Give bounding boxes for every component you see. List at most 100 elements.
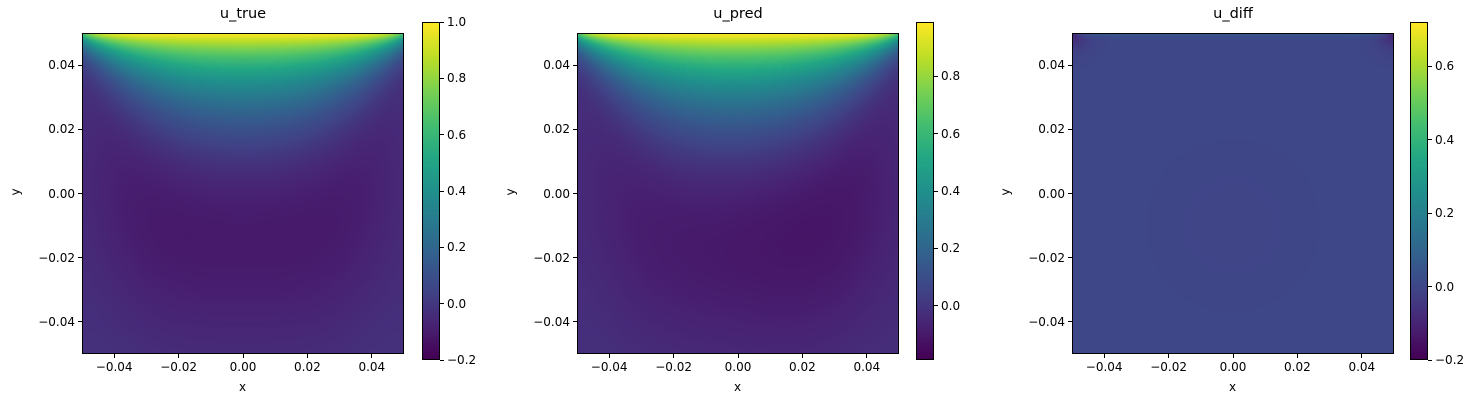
colorbar-tick-label: 0.2 xyxy=(447,240,467,255)
y-tick-mark xyxy=(1068,257,1072,259)
x-tick-label: 0.02 xyxy=(1284,360,1311,374)
y-tick-mark xyxy=(1068,193,1072,194)
heatmap-plot xyxy=(82,33,404,354)
chart-title: u_true xyxy=(219,6,267,22)
x-tick-label: −0.04 xyxy=(95,360,133,374)
x-axis-label: x xyxy=(1229,380,1237,394)
x-tick-mark xyxy=(1103,354,1105,358)
y-tick-mark xyxy=(1068,321,1072,323)
y-axis-label: y xyxy=(8,187,23,196)
colorbar-tick-label: 1.0 xyxy=(447,15,467,29)
colorbar-tick-label: 0.2 xyxy=(941,241,961,256)
y-tick-mark xyxy=(573,64,577,66)
chart-title: u_pred xyxy=(713,6,763,22)
colorbar-tick-label: −0.2 xyxy=(447,353,477,367)
colorbar-tick-mark xyxy=(440,134,444,136)
colorbar-gradient xyxy=(423,23,439,359)
colorbar-gradient xyxy=(917,23,933,359)
y-tick-mark xyxy=(1068,128,1072,130)
colorbar-tick-mark xyxy=(934,247,938,249)
x-tick-label: −0.04 xyxy=(590,360,628,374)
colorbar xyxy=(1410,22,1428,360)
colorbar-tick-label: 0.6 xyxy=(447,127,467,142)
x-tick-mark xyxy=(113,354,115,358)
heatmap-image xyxy=(83,34,403,353)
x-tick-mark xyxy=(801,354,803,358)
x-tick-label: −0.02 xyxy=(655,360,692,374)
y-tick-label: −0.02 xyxy=(38,250,75,265)
x-tick-label: 0.04 xyxy=(358,360,386,374)
colorbar-tick-mark xyxy=(1428,359,1432,361)
colorbar-tick-label: 0.4 xyxy=(1435,132,1455,147)
y-tick-label: −0.02 xyxy=(533,250,570,265)
x-tick-label: −0.02 xyxy=(160,360,197,374)
colorbar-tick-mark xyxy=(440,77,444,79)
colorbar-tick-mark xyxy=(1428,212,1432,214)
y-tick-mark xyxy=(78,257,82,259)
y-tick-mark xyxy=(78,321,82,323)
y-tick-label: −0.04 xyxy=(1028,314,1065,329)
colorbar-tick-mark xyxy=(440,359,444,361)
x-tick-mark xyxy=(737,354,739,358)
x-axis-label: x xyxy=(734,380,742,394)
colorbar-tick-mark xyxy=(934,133,938,135)
colorbar-tick-label: −0.2 xyxy=(1435,353,1465,367)
y-tick-mark xyxy=(78,64,82,66)
y-tick-label: 0.04 xyxy=(48,58,75,73)
chart-title: u_diff xyxy=(1213,6,1253,22)
y-tick-label: 0.00 xyxy=(1038,186,1065,201)
colorbar-tick-mark xyxy=(934,305,938,307)
x-tick-mark xyxy=(1361,354,1363,358)
y-tick-mark xyxy=(573,321,577,323)
colorbar-tick-label: 0.6 xyxy=(1435,59,1455,74)
x-tick-label: 0.00 xyxy=(724,360,752,374)
colorbar xyxy=(422,22,440,360)
x-tick-mark xyxy=(1232,354,1234,358)
y-tick-label: 0.02 xyxy=(1038,122,1065,137)
x-tick-mark xyxy=(866,354,868,358)
x-tick-mark xyxy=(673,354,675,358)
colorbar-tick-mark xyxy=(440,21,444,23)
colorbar-tick-mark xyxy=(1428,139,1432,141)
heatmap-plot xyxy=(577,33,899,354)
x-tick-label: 0.00 xyxy=(1219,360,1247,374)
x-tick-mark xyxy=(608,354,610,358)
y-tick-label: 0.02 xyxy=(48,122,75,137)
x-tick-mark xyxy=(306,354,308,358)
y-tick-label: −0.04 xyxy=(38,314,75,329)
colorbar-tick-label: 0.8 xyxy=(447,71,467,86)
colorbar-tick-label: 0.0 xyxy=(941,298,961,313)
x-tick-label: 0.04 xyxy=(1348,360,1376,374)
colorbar-tick-mark xyxy=(1428,286,1432,288)
y-tick-label: 0.04 xyxy=(1038,58,1065,73)
colorbar-tick-mark xyxy=(934,190,938,192)
x-tick-mark xyxy=(242,354,244,358)
heatmap-plot xyxy=(1072,33,1394,354)
x-tick-label: −0.02 xyxy=(1150,360,1187,374)
y-tick-mark xyxy=(1068,64,1072,66)
y-tick-label: 0.04 xyxy=(543,58,570,73)
y-tick-label: 0.00 xyxy=(543,186,570,201)
colorbar-tick-label: 0.4 xyxy=(447,184,467,198)
x-axis-label: x xyxy=(239,380,247,394)
colorbar-gradient xyxy=(1411,23,1427,359)
colorbar-tick-mark xyxy=(440,190,444,192)
colorbar-tick-label: 0.8 xyxy=(941,69,961,84)
y-tick-mark xyxy=(78,193,82,194)
y-tick-label: 0.02 xyxy=(543,122,570,137)
colorbar xyxy=(916,22,934,360)
x-tick-label: 0.00 xyxy=(229,360,257,374)
colorbar-tick-label: 0.2 xyxy=(1435,206,1455,221)
colorbar-tick-mark xyxy=(440,303,444,305)
colorbar-tick-mark xyxy=(934,75,938,77)
colorbar-tick-label: 0.0 xyxy=(1435,279,1455,294)
x-tick-mark xyxy=(1168,354,1170,358)
x-tick-mark xyxy=(178,354,180,358)
colorbar-tick-mark xyxy=(440,246,444,248)
y-tick-label: 0.00 xyxy=(48,186,75,201)
y-tick-label: −0.02 xyxy=(1028,250,1065,265)
y-axis-label: y xyxy=(998,187,1013,196)
y-tick-mark xyxy=(573,128,577,130)
heatmap-image xyxy=(1073,34,1393,353)
x-tick-label: 0.02 xyxy=(789,360,816,374)
